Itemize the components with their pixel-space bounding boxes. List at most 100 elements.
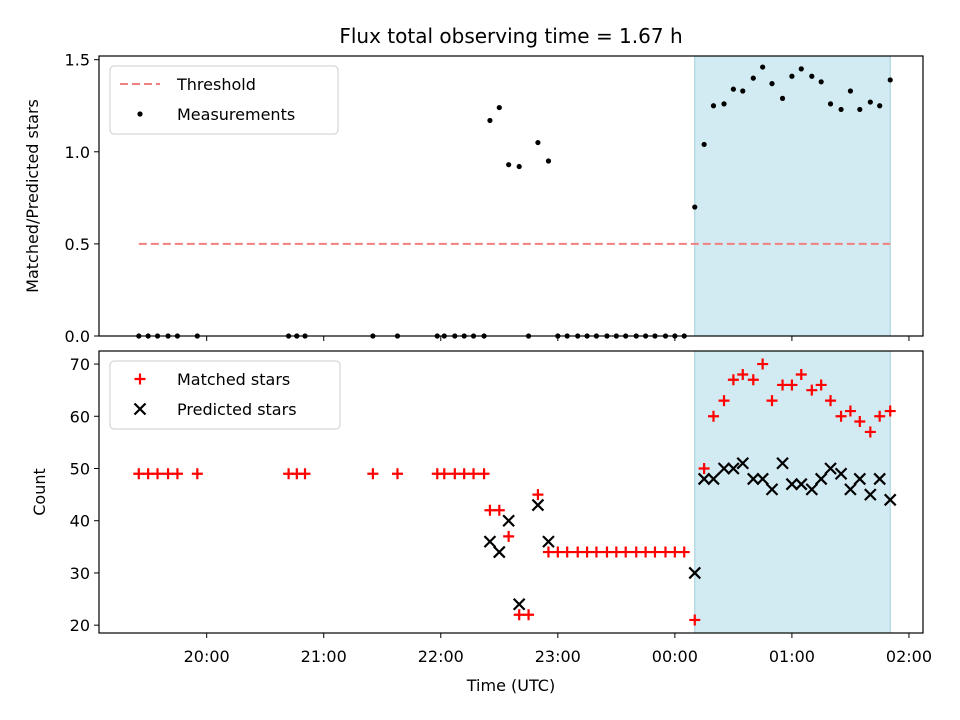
data-point (610, 546, 622, 558)
data-point (142, 468, 154, 480)
data-point (884, 405, 896, 417)
data-point (581, 546, 593, 558)
data-point (458, 468, 470, 480)
data-point (496, 104, 502, 111)
y-tick-label: 1.0 (65, 143, 90, 162)
data-point (818, 79, 824, 85)
x-tick-label: 22:00 (418, 647, 464, 666)
data-point (523, 609, 535, 621)
data-point (883, 493, 897, 507)
data-point (887, 77, 893, 83)
x-tick-label: 00:00 (652, 647, 698, 666)
data-point (776, 457, 789, 470)
legend-label: Threshold (176, 75, 256, 94)
data-point (468, 468, 480, 480)
data-point (483, 535, 497, 548)
data-point (765, 483, 779, 496)
data-point (649, 546, 661, 558)
data-point (561, 546, 573, 558)
data-point (503, 530, 515, 542)
data-point (727, 374, 739, 386)
count-panel: 20 30 40 50 60 70 20:00 21:00 22:00 23:00 00:00 01:… (30, 350, 932, 695)
x-tick-label: 02:00 (886, 647, 932, 666)
series-predicted-stars (483, 457, 897, 611)
observing-window-shade (694, 350, 891, 634)
data-point (542, 546, 554, 558)
data-point (718, 395, 730, 407)
data-point (516, 163, 522, 170)
legend-marker (133, 402, 147, 416)
y-tick-label: 40 (70, 512, 90, 531)
data-point (601, 546, 613, 558)
data-point (630, 546, 642, 558)
data-point (737, 369, 749, 380)
data-point (805, 483, 819, 496)
data-point (542, 535, 555, 548)
y-axis-label: Count (30, 468, 49, 516)
data-point (730, 86, 736, 92)
data-point (854, 416, 866, 427)
data-point (864, 488, 877, 501)
data-point (795, 369, 807, 380)
data-point (873, 472, 886, 486)
data-point (707, 472, 720, 486)
data-point (493, 545, 506, 559)
observing-window-shade (694, 55, 891, 337)
data-point (798, 66, 804, 72)
legend-label: Matched stars (177, 370, 290, 389)
data-point (777, 379, 789, 391)
data-point (513, 609, 525, 621)
data-point (191, 468, 203, 480)
plot-frame (98, 55, 924, 337)
data-point (478, 468, 490, 480)
legend-marker (137, 111, 143, 117)
data-point (487, 117, 493, 124)
legend-label: Predicted stars (177, 400, 297, 419)
legend: Matched stars Predicted stars (109, 360, 341, 430)
ratio-panel: 0.0 0.5 1.0 1.5 Matched/Predicted stars Thres… (23, 51, 924, 346)
data-point (531, 498, 545, 512)
y-tick-label: 0.5 (65, 235, 90, 254)
legend: Threshold Measurements (109, 65, 339, 135)
data-point (590, 546, 602, 558)
data-point (834, 467, 848, 480)
data-point (669, 546, 681, 558)
data-point (697, 472, 711, 486)
data-point (757, 358, 769, 370)
y-tick-label: 30 (70, 564, 90, 583)
data-point (779, 95, 786, 101)
x-tick-label: 20:00 (184, 647, 230, 666)
data-point (572, 546, 584, 558)
data-point (449, 468, 461, 480)
data-point (727, 462, 740, 475)
x-tick-label: 21:00 (301, 647, 347, 666)
data-point (367, 468, 379, 480)
plot-frame (98, 350, 924, 634)
data-point (760, 64, 766, 70)
data-point (874, 410, 886, 422)
y-tick-label: 70 (70, 355, 90, 374)
data-point (710, 103, 717, 109)
data-point (391, 468, 403, 480)
data-point (721, 101, 727, 107)
legend-marker (134, 373, 146, 385)
y-tick-label: 1.5 (65, 51, 90, 70)
data-point (678, 546, 690, 558)
data-point (171, 468, 183, 480)
legend-label: Measurements (177, 105, 295, 124)
y-tick-label: 60 (70, 407, 90, 426)
data-point (844, 405, 856, 417)
data-point (750, 75, 756, 81)
x-tick-label: 23:00 (535, 647, 581, 666)
data-point (794, 477, 808, 491)
data-point (698, 463, 710, 474)
data-point (736, 457, 750, 470)
data-point (535, 139, 541, 146)
data-point (660, 546, 671, 558)
data-point (484, 504, 496, 516)
data-point (747, 472, 760, 486)
data-point (438, 468, 450, 480)
data-point (512, 598, 526, 611)
data-point (877, 103, 883, 109)
